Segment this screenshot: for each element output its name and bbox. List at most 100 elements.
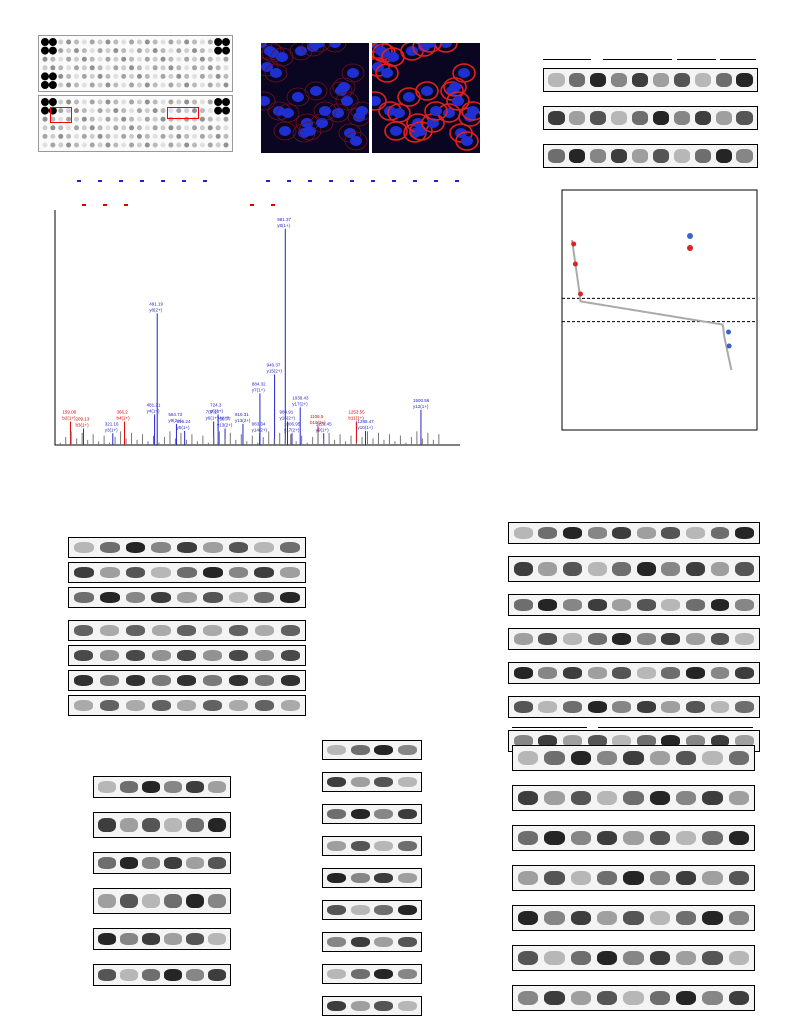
blot-H-0: [93, 776, 231, 798]
array-dot: [184, 99, 190, 105]
band: [374, 808, 394, 820]
array-dot: [207, 56, 213, 62]
if-scr-cells: [261, 43, 369, 151]
band: [676, 950, 697, 966]
band: [142, 969, 160, 981]
array-dot: [89, 48, 95, 54]
ms-peak-mz: 1006.95: [284, 421, 301, 426]
band: [728, 830, 749, 846]
y-ion: [140, 180, 144, 182]
array-dot: [105, 39, 111, 45]
y-ion: [329, 180, 333, 182]
blot-H-2: [93, 852, 231, 874]
array-dot: [66, 99, 72, 105]
band: [569, 111, 586, 125]
array-dot: [168, 56, 174, 62]
band: [597, 750, 618, 766]
band: [590, 73, 607, 87]
cell-membrane: [372, 91, 387, 111]
band: [327, 968, 347, 980]
band: [374, 840, 394, 852]
band: [710, 561, 730, 577]
array-dot: [176, 99, 182, 105]
band: [202, 566, 223, 579]
array-dot: [176, 56, 182, 62]
array-dot: [97, 56, 103, 62]
band: [518, 830, 539, 846]
cell-nucleus: [313, 43, 325, 48]
array-dot: [41, 46, 49, 55]
array-dot: [81, 133, 87, 139]
band: [649, 990, 670, 1006]
array-dot: [129, 82, 135, 88]
array-dot: [73, 82, 79, 88]
cell-nucleus: [270, 68, 282, 78]
band: [686, 599, 705, 611]
cell-nucleus: [282, 108, 294, 118]
array-dot: [215, 142, 221, 148]
y-ion: [266, 180, 270, 182]
b-ion: [103, 204, 107, 206]
array-dot: [97, 133, 103, 139]
band: [735, 561, 755, 577]
array-dot: [129, 108, 135, 114]
band: [125, 541, 146, 554]
array-dot: [113, 82, 119, 88]
array-dot: [136, 56, 142, 62]
band: [350, 936, 370, 948]
array-dot: [223, 73, 229, 79]
ms-axes: [54, 210, 460, 446]
array-dot: [199, 108, 205, 114]
array-dot: [152, 108, 158, 114]
array-dot: [223, 116, 229, 122]
band: [208, 933, 226, 945]
band: [208, 817, 226, 833]
array-dot: [144, 39, 150, 45]
cell-nucleus: [452, 96, 464, 106]
array-dot: [136, 133, 142, 139]
array-dot: [58, 73, 64, 79]
j-group-line-scr: [512, 727, 587, 728]
array-highlight-23: [167, 107, 199, 119]
band: [177, 566, 197, 579]
array-ko-dots: [41, 98, 230, 148]
array-dot: [184, 125, 190, 131]
array-dot: [50, 65, 56, 71]
cell-membrane: [261, 91, 276, 111]
band: [350, 1000, 370, 1012]
band: [587, 527, 607, 539]
band: [142, 857, 160, 869]
array-dot: [136, 65, 142, 71]
band: [98, 969, 116, 981]
cell-membrane: [415, 81, 439, 101]
ms-peak-label: y4(1+): [147, 408, 160, 413]
array-dot: [152, 73, 158, 79]
band: [702, 990, 723, 1006]
ms-peak-label: y7(1+): [252, 387, 265, 392]
array-dot: [41, 38, 49, 46]
blot-H-5: [93, 964, 231, 986]
ms-peak-mz: 1106.5: [310, 414, 324, 419]
band: [538, 667, 558, 679]
cell-membrane: [412, 43, 436, 57]
cell-membrane: [350, 101, 369, 121]
array-dot: [58, 125, 64, 131]
cell-membrane: [440, 81, 464, 101]
cell-nucleus: [329, 43, 341, 48]
ms-peak-mz: 724.3: [210, 402, 222, 407]
band: [538, 701, 558, 713]
band: [164, 781, 182, 793]
band: [636, 527, 656, 539]
array-dot: [160, 108, 166, 114]
band: [350, 872, 370, 884]
cell-nucleus: [341, 96, 353, 106]
array-dot: [168, 125, 174, 131]
band: [125, 624, 145, 637]
band: [73, 541, 94, 554]
cell-membrane: [298, 121, 322, 141]
band: [570, 750, 591, 766]
band: [694, 149, 711, 163]
cell-membrane: [307, 43, 331, 53]
array-dot: [215, 82, 221, 88]
array-dot: [81, 99, 87, 105]
